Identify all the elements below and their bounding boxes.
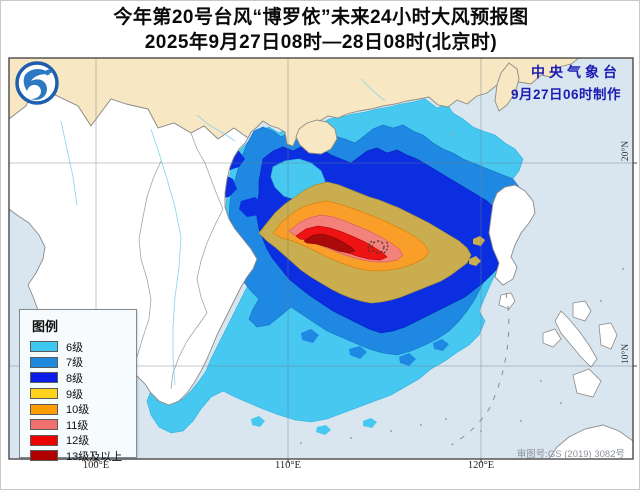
map-border [8, 57, 634, 460]
wind-speck-9 [473, 236, 485, 246]
map-title: 今年第20号台风“博罗依”未来24小时大风预报图 2025年9月27日08时—2… [1, 5, 639, 55]
wind-band-13 [303, 233, 356, 254]
wind-speck-7 [399, 353, 416, 366]
hainan-island [295, 119, 338, 155]
taiwan-island [494, 62, 520, 112]
legend-item: 9级 [30, 386, 136, 402]
borneo-landmass [548, 424, 633, 459]
lat-label-10n: 10°N [620, 344, 631, 364]
luzon-island [488, 184, 536, 286]
legend-label: 13级及以上 [66, 450, 123, 463]
title-line-2: 2025年9月27日08时—28日08时(北京时) [144, 32, 498, 53]
palawan-island [554, 310, 598, 368]
wind-speck-6 [363, 418, 377, 428]
wind-speck-6 [251, 416, 265, 427]
legend-swatch-8 [30, 372, 58, 384]
river-lines [60, 78, 386, 386]
visayas-island [572, 300, 592, 322]
legend-label: 12级 [66, 435, 90, 448]
legend-label: 6级 [66, 341, 84, 354]
legend-label: 7级 [66, 357, 84, 370]
wind-speck-6 [316, 425, 331, 435]
legend-swatch-6 [30, 341, 58, 353]
legend-item: 12级 [30, 433, 136, 449]
cma-logo [15, 61, 59, 105]
legend-item: 6级 [30, 339, 136, 355]
legend-item: 8级 [30, 370, 136, 386]
agency-issue-time: 9月27日06时制作 [510, 87, 621, 102]
typhoon-center-symbol [367, 240, 389, 254]
legend-item: 13级及以上 [30, 448, 136, 464]
legend-swatch-12 [30, 434, 58, 446]
samar-island [598, 322, 618, 350]
legend-item: 10级 [30, 401, 136, 417]
dashed-maritime-line [450, 292, 510, 446]
axis-ticks [95, 162, 637, 463]
legend-swatch-13 [30, 450, 58, 462]
lat-label-20n: 20°N [620, 141, 631, 161]
legend-label: 10级 [66, 404, 90, 417]
visayas-island [542, 328, 562, 348]
legend-swatch-7 [30, 356, 58, 368]
agency-block: 中央气象台 9月27日06时制作 [511, 62, 621, 103]
title-line-1: 今年第20号台风“博罗依”未来24小时大风预报图 [113, 7, 529, 28]
legend-item: 11级 [30, 417, 136, 433]
wind-speck-7 [433, 339, 449, 351]
lon-label-100e: 100°E [82, 460, 110, 471]
map-review-number: 审图号:GS (2019) 3082号 [516, 449, 625, 460]
small-island-dots [300, 132, 624, 444]
legend-swatch-11 [30, 419, 58, 431]
lon-label-120e: 120°E [467, 460, 495, 471]
wind-patch-8-gulf [239, 197, 263, 217]
legend-label: 11级 [66, 419, 89, 432]
country-border [136, 132, 224, 390]
agency-name: 中央气象台 [531, 64, 621, 80]
wind-speck-7 [349, 346, 367, 359]
legend-item: 7级 [30, 355, 136, 371]
wind-speck-9 [469, 256, 481, 266]
wind-legend: 图例 6级 7级 8级 9级 10级 11级 12级 [19, 309, 137, 463]
wind-speck-7 [301, 329, 319, 343]
legend-swatch-9 [30, 388, 58, 400]
mindanao-island [572, 368, 602, 398]
mindoro-island [498, 292, 516, 310]
lon-label-110e: 110°E [275, 460, 301, 471]
legend-label: 8级 [66, 372, 84, 385]
legend-label: 9级 [66, 388, 84, 401]
legend-title: 图例 [32, 319, 59, 334]
legend-swatch-10 [30, 403, 58, 415]
